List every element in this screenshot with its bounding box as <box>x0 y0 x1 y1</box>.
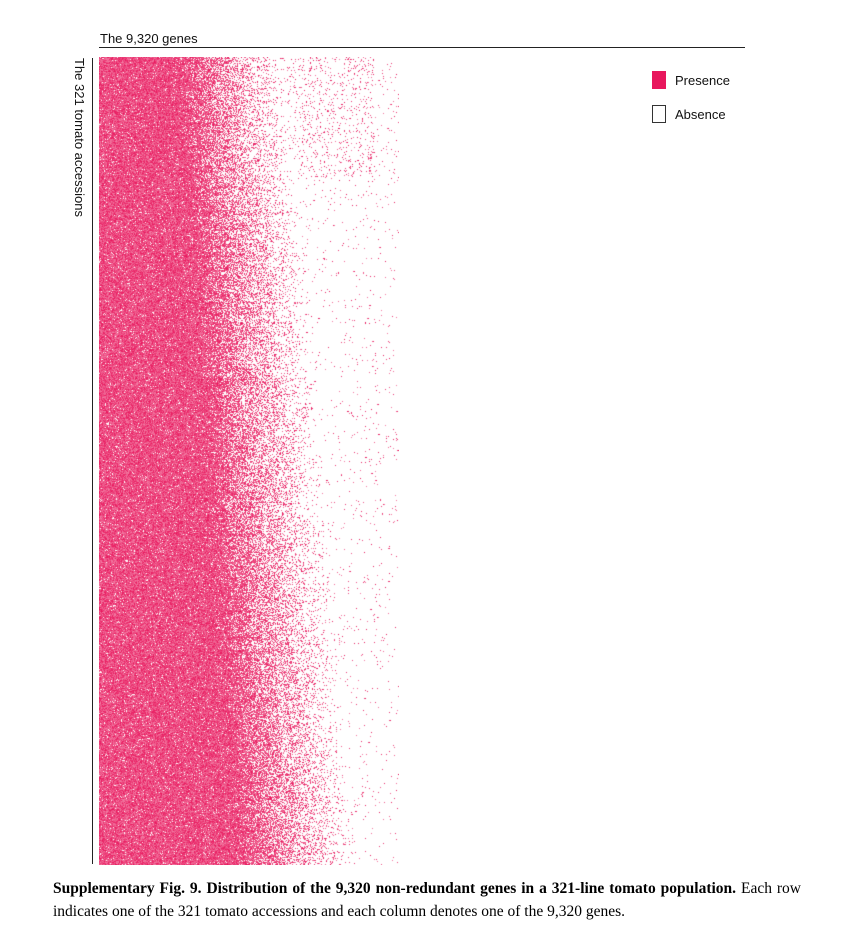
genes-axis-line <box>99 47 745 48</box>
figure-caption: Supplementary Fig. 9. Distribution of th… <box>53 877 801 923</box>
presence-absence-heatmap <box>99 57 399 865</box>
accessions-axis-line <box>92 58 93 864</box>
presence-swatch <box>652 71 666 89</box>
caption-title: Supplementary Fig. 9. Distribution of th… <box>53 880 737 897</box>
legend-label-presence: Presence <box>675 72 730 88</box>
legend-item-absence: Absence <box>652 104 730 124</box>
genes-axis-label: The 9,320 genes <box>100 31 198 46</box>
caption-body: Each row indicates one of the 321 tomato… <box>53 880 801 920</box>
legend: Presence Absence <box>652 70 730 138</box>
legend-item-presence: Presence <box>652 70 730 90</box>
legend-label-absence: Absence <box>675 106 726 122</box>
absence-swatch <box>652 105 666 123</box>
accessions-axis-label: The 321 tomato accessions <box>72 58 87 217</box>
